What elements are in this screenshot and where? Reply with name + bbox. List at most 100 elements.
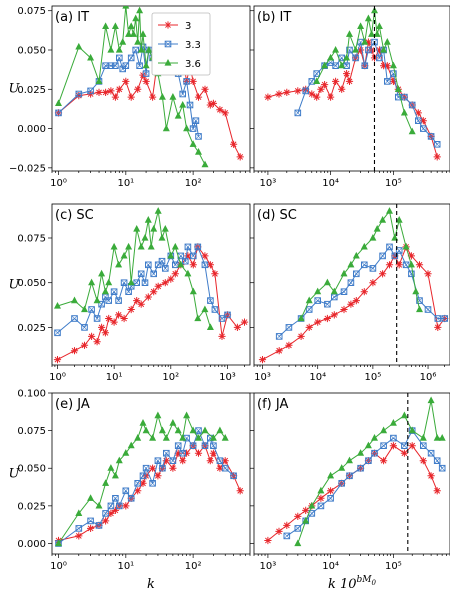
series-line-s3 [58,445,241,541]
data-point-s33 [169,457,177,465]
data-point-s36 [144,216,152,223]
data-point-s36 [122,449,130,456]
data-point-s3 [236,153,244,161]
data-point-s36 [419,434,427,441]
data-point-s36 [174,426,182,434]
data-point-s3 [127,305,135,314]
data-point-s33 [93,315,101,322]
data-point-s3 [115,85,123,93]
data-point-s33 [54,329,61,337]
data-point-s3 [149,93,157,101]
data-point-s3 [95,88,103,97]
legend-label-s3: 3 [185,21,191,32]
x-tick-label: 10³ [219,372,236,383]
data-point-s36 [400,411,408,419]
data-point-s36 [347,260,355,268]
data-point-s36 [407,260,415,268]
data-point-s3 [327,93,335,101]
axes-frame [51,203,251,366]
data-point-s33 [419,125,427,132]
data-point-s3 [240,318,249,326]
data-point-s33 [159,464,166,472]
legend-box [151,12,211,76]
data-point-s33 [189,125,197,132]
x-tick-label: 10⁴ [322,561,339,572]
data-point-s36 [189,140,197,147]
data-point-s3 [264,93,272,101]
data-point-s36 [115,456,123,464]
data-point-s33 [207,297,214,304]
data-point-s33 [424,306,432,313]
data-point-s33 [402,261,410,269]
legend-entry-s36: 3.6 [158,58,201,70]
data-point-s36 [327,53,335,61]
data-point-s36 [154,207,162,214]
data-point-s36 [137,45,145,53]
data-point-s3 [343,69,351,78]
data-point-s36 [327,471,335,479]
data-point-s3 [327,487,335,495]
data-point-s3 [275,347,283,355]
data-point-s33 [433,457,441,465]
data-point-s33 [127,494,135,502]
data-point-s36 [383,38,391,45]
data-point-s36 [88,278,96,286]
data-point-s33 [107,502,115,510]
data-point-s3 [87,332,96,340]
y-tick-label: 0.050 [17,464,46,475]
data-point-s36 [364,441,372,449]
data-point-s33 [154,457,162,465]
data-point-s33 [122,487,130,495]
data-point-s36 [87,53,95,61]
data-point-s36 [408,127,416,135]
data-point-s36 [346,456,353,464]
data-point-s33 [120,279,128,287]
x-tick-label: 10¹ [117,561,134,572]
data-point-s3 [194,449,203,457]
data-point-s3 [154,282,162,290]
y-axis-label: U [9,82,21,97]
data-point-s3 [294,512,302,521]
data-point-s3 [216,106,224,114]
data-point-s33 [340,288,348,296]
data-point-s3 [313,93,321,101]
data-point-s3 [264,536,272,545]
data-point-s33 [369,265,377,272]
data-point-s33 [361,62,369,69]
y-tick-label: 0.025 [17,323,46,334]
data-point-s3 [407,252,415,260]
data-point-s33 [162,265,169,272]
data-point-s36 [179,434,187,441]
data-point-s36 [55,539,62,547]
data-point-s33 [136,62,143,69]
data-point-s36 [127,278,135,286]
data-point-s3 [352,297,360,305]
panel-e: 10⁰ 10¹ 10² 0.000 0.025 0.050 0.075 0.100 Uk (e) … [9,389,251,592]
data-point-s36 [150,224,158,232]
legend-marker-s3 [164,21,172,29]
data-point-s36 [189,287,197,295]
data-point-s33 [221,464,229,472]
data-point-s36 [394,85,402,92]
panel-c: 10⁰ 10¹ 10² 10³ 0.025 0.050 0.075 U (c) SC [9,203,251,383]
y-tick-label: 0.075 [17,233,46,244]
legend-label-s33: 3.3 [185,40,201,51]
series-line-s3 [267,445,438,541]
data-point-s3 [174,449,182,457]
data-point-s3 [433,487,441,495]
data-point-s3 [389,442,397,450]
data-point-s33 [408,101,416,109]
legend-label-s36: 3.6 [185,59,201,70]
data-point-s3 [201,85,209,93]
axes-frame [51,5,251,172]
data-point-s33 [313,70,321,77]
data-point-s3 [154,472,162,480]
x-tick-label: 10¹ [117,178,134,189]
data-point-s33 [346,472,353,480]
data-point-s33 [95,522,103,529]
data-point-s3 [70,347,79,355]
data-point-s3 [302,506,310,514]
data-point-s3 [375,46,383,54]
data-point-s33 [352,270,360,278]
data-point-s33 [438,464,446,472]
